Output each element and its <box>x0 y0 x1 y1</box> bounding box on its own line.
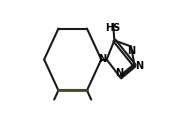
Text: N: N <box>115 68 124 78</box>
Text: N: N <box>135 61 143 71</box>
Text: N: N <box>98 55 106 64</box>
Text: HS: HS <box>106 23 121 33</box>
Text: N: N <box>127 46 135 56</box>
